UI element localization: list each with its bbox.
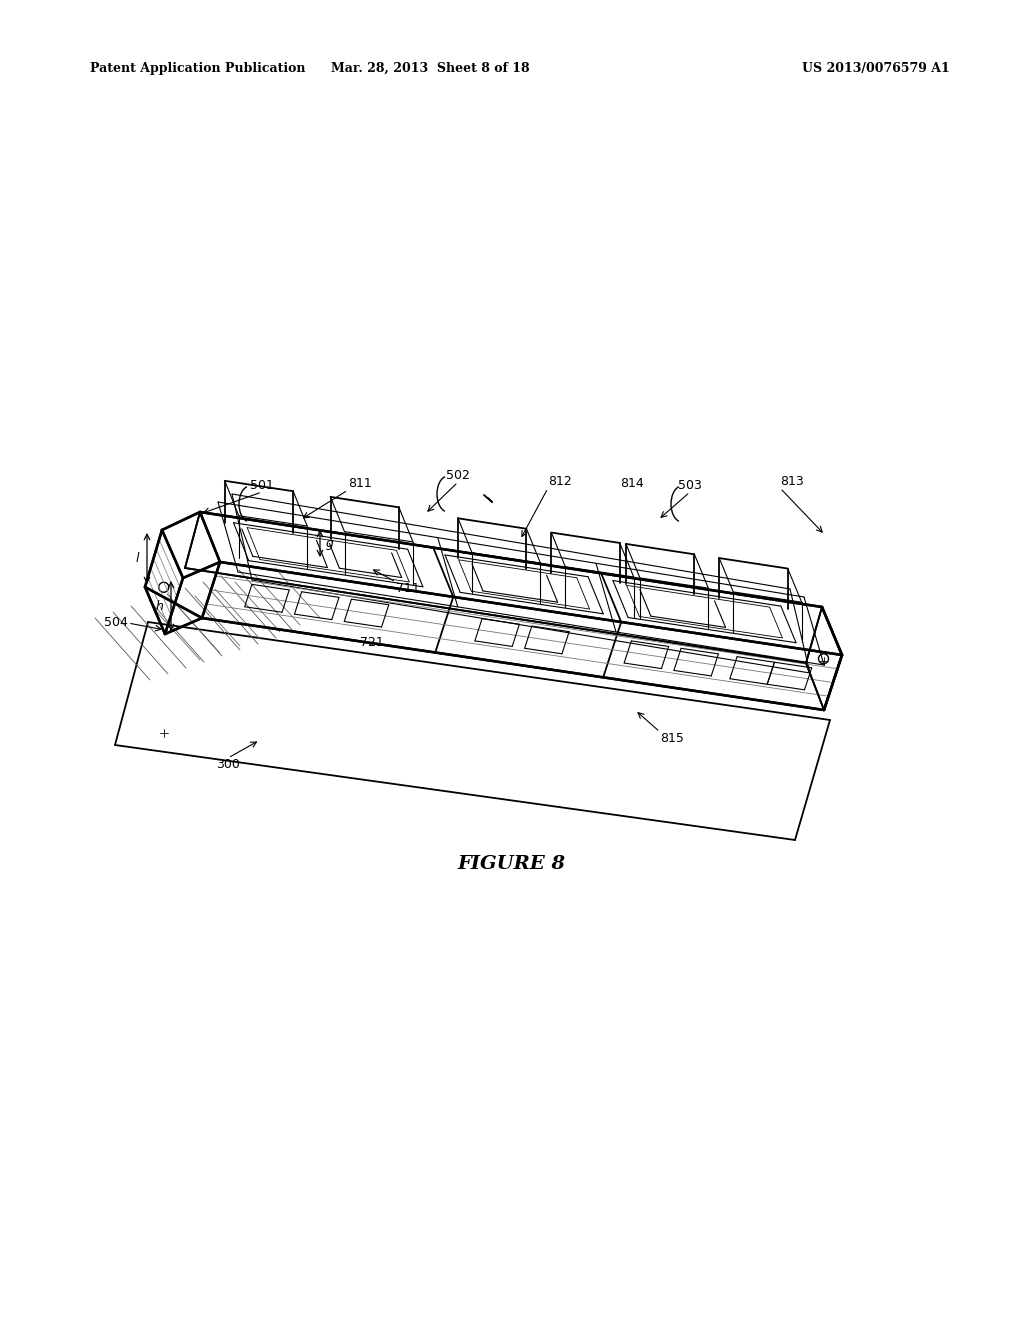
Text: 501: 501: [250, 479, 274, 492]
Text: Mar. 28, 2013  Sheet 8 of 18: Mar. 28, 2013 Sheet 8 of 18: [331, 62, 529, 75]
Text: 502: 502: [446, 469, 470, 482]
Text: 811: 811: [348, 477, 372, 490]
Text: 300: 300: [216, 758, 240, 771]
Text: 721: 721: [360, 636, 384, 649]
Text: 814: 814: [620, 477, 644, 490]
Text: 815: 815: [660, 733, 684, 744]
Text: 503: 503: [678, 479, 701, 492]
Text: US 2013/0076579 A1: US 2013/0076579 A1: [802, 62, 950, 75]
Text: h: h: [155, 599, 163, 612]
Text: 812: 812: [548, 475, 571, 488]
Text: 711: 711: [396, 582, 420, 595]
Text: 504: 504: [104, 616, 128, 630]
Text: Patent Application Publication: Patent Application Publication: [90, 62, 305, 75]
Text: FIGURE 8: FIGURE 8: [458, 855, 566, 873]
Text: g: g: [326, 537, 334, 550]
Text: l: l: [135, 552, 139, 565]
Text: 813: 813: [780, 475, 804, 488]
